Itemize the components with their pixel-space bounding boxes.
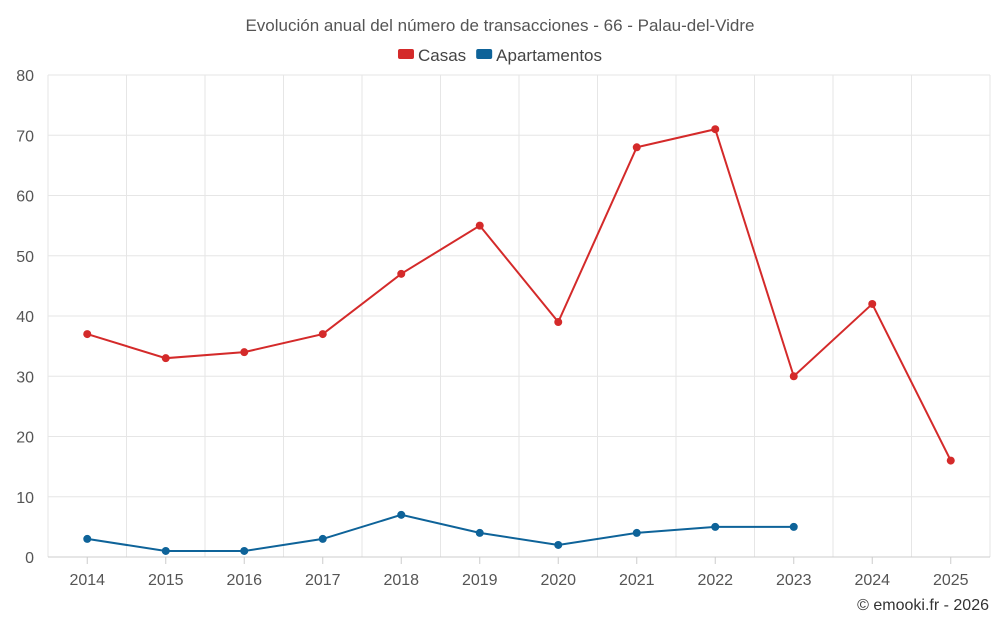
legend-item-apartamentos[interactable]: Apartamentos: [476, 46, 602, 65]
series-casas: [83, 125, 955, 465]
legend-item-casas[interactable]: Casas: [397, 46, 466, 65]
x-tick-label: 2020: [540, 572, 576, 589]
x-axis: 2014 2015 2016 2017 2018 2019 2020 2021 2022 2023…: [48, 556, 990, 589]
data-point-casas[interactable]: [397, 269, 406, 278]
x-tick-label: 2018: [383, 572, 419, 589]
data-point-casas[interactable]: [946, 456, 955, 465]
data-point-casas[interactable]: [554, 318, 563, 327]
x-tick-label: 2023: [776, 572, 812, 589]
y-tick-label: 50: [16, 249, 34, 266]
data-point-casas[interactable]: [632, 143, 641, 152]
chart-title: Evolución anual del número de transaccio…: [245, 16, 754, 35]
credit-text: © emooki.fr - 2026: [857, 597, 989, 614]
data-point-casas[interactable]: [475, 221, 484, 230]
series-line-casas: [86, 128, 952, 462]
grid: [47, 74, 991, 557]
legend-label-apartamentos: Apartamentos: [496, 46, 602, 65]
y-tick-label: 70: [16, 128, 34, 145]
y-tick-label: 60: [16, 189, 34, 206]
data-point-casas[interactable]: [868, 299, 877, 308]
y-tick-label: 20: [16, 430, 34, 447]
x-tick-label: 2017: [305, 572, 341, 589]
x-tick-label: 2024: [854, 572, 890, 589]
x-tick-label: 2016: [226, 572, 262, 589]
data-point-apartamentos[interactable]: [318, 534, 327, 543]
x-tick-label: 2015: [148, 572, 184, 589]
data-point-apartamentos[interactable]: [240, 546, 249, 555]
x-tick-label: 2019: [462, 572, 498, 589]
legend-swatch-apartamentos: [476, 49, 493, 59]
data-point-casas[interactable]: [711, 125, 720, 134]
y-tick-label: 10: [16, 490, 34, 507]
series-layer: [83, 125, 955, 555]
data-point-casas[interactable]: [83, 330, 92, 339]
data-point-apartamentos[interactable]: [83, 534, 92, 543]
data-point-casas[interactable]: [789, 372, 798, 381]
series-apartamentos: [83, 510, 798, 555]
data-point-apartamentos[interactable]: [161, 546, 170, 555]
y-tick-label: 0: [25, 550, 34, 567]
data-point-apartamentos[interactable]: [475, 528, 484, 537]
y-axis: 0 10 20 30 40 50 60 70 80: [16, 68, 34, 567]
legend-label-casas: Casas: [418, 46, 466, 65]
x-tick-label: 2021: [619, 572, 655, 589]
x-tick-label: 2025: [933, 572, 969, 589]
data-point-apartamentos[interactable]: [789, 522, 798, 531]
data-point-apartamentos[interactable]: [554, 540, 563, 549]
series-line-apartamentos: [87, 513, 794, 552]
data-point-apartamentos[interactable]: [632, 528, 641, 537]
legend: Casas Apartamentos: [397, 46, 602, 65]
x-tick-label: 2014: [69, 572, 105, 589]
y-tick-label: 40: [16, 309, 34, 326]
data-point-casas[interactable]: [161, 354, 170, 363]
data-point-apartamentos[interactable]: [397, 510, 406, 519]
y-tick-label: 80: [16, 68, 34, 85]
data-point-apartamentos[interactable]: [711, 522, 720, 531]
y-tick-label: 30: [16, 369, 34, 386]
legend-swatch-casas: [397, 49, 414, 59]
x-tick-label: 2022: [697, 572, 733, 589]
data-point-casas[interactable]: [318, 330, 327, 339]
data-point-casas[interactable]: [240, 348, 249, 357]
